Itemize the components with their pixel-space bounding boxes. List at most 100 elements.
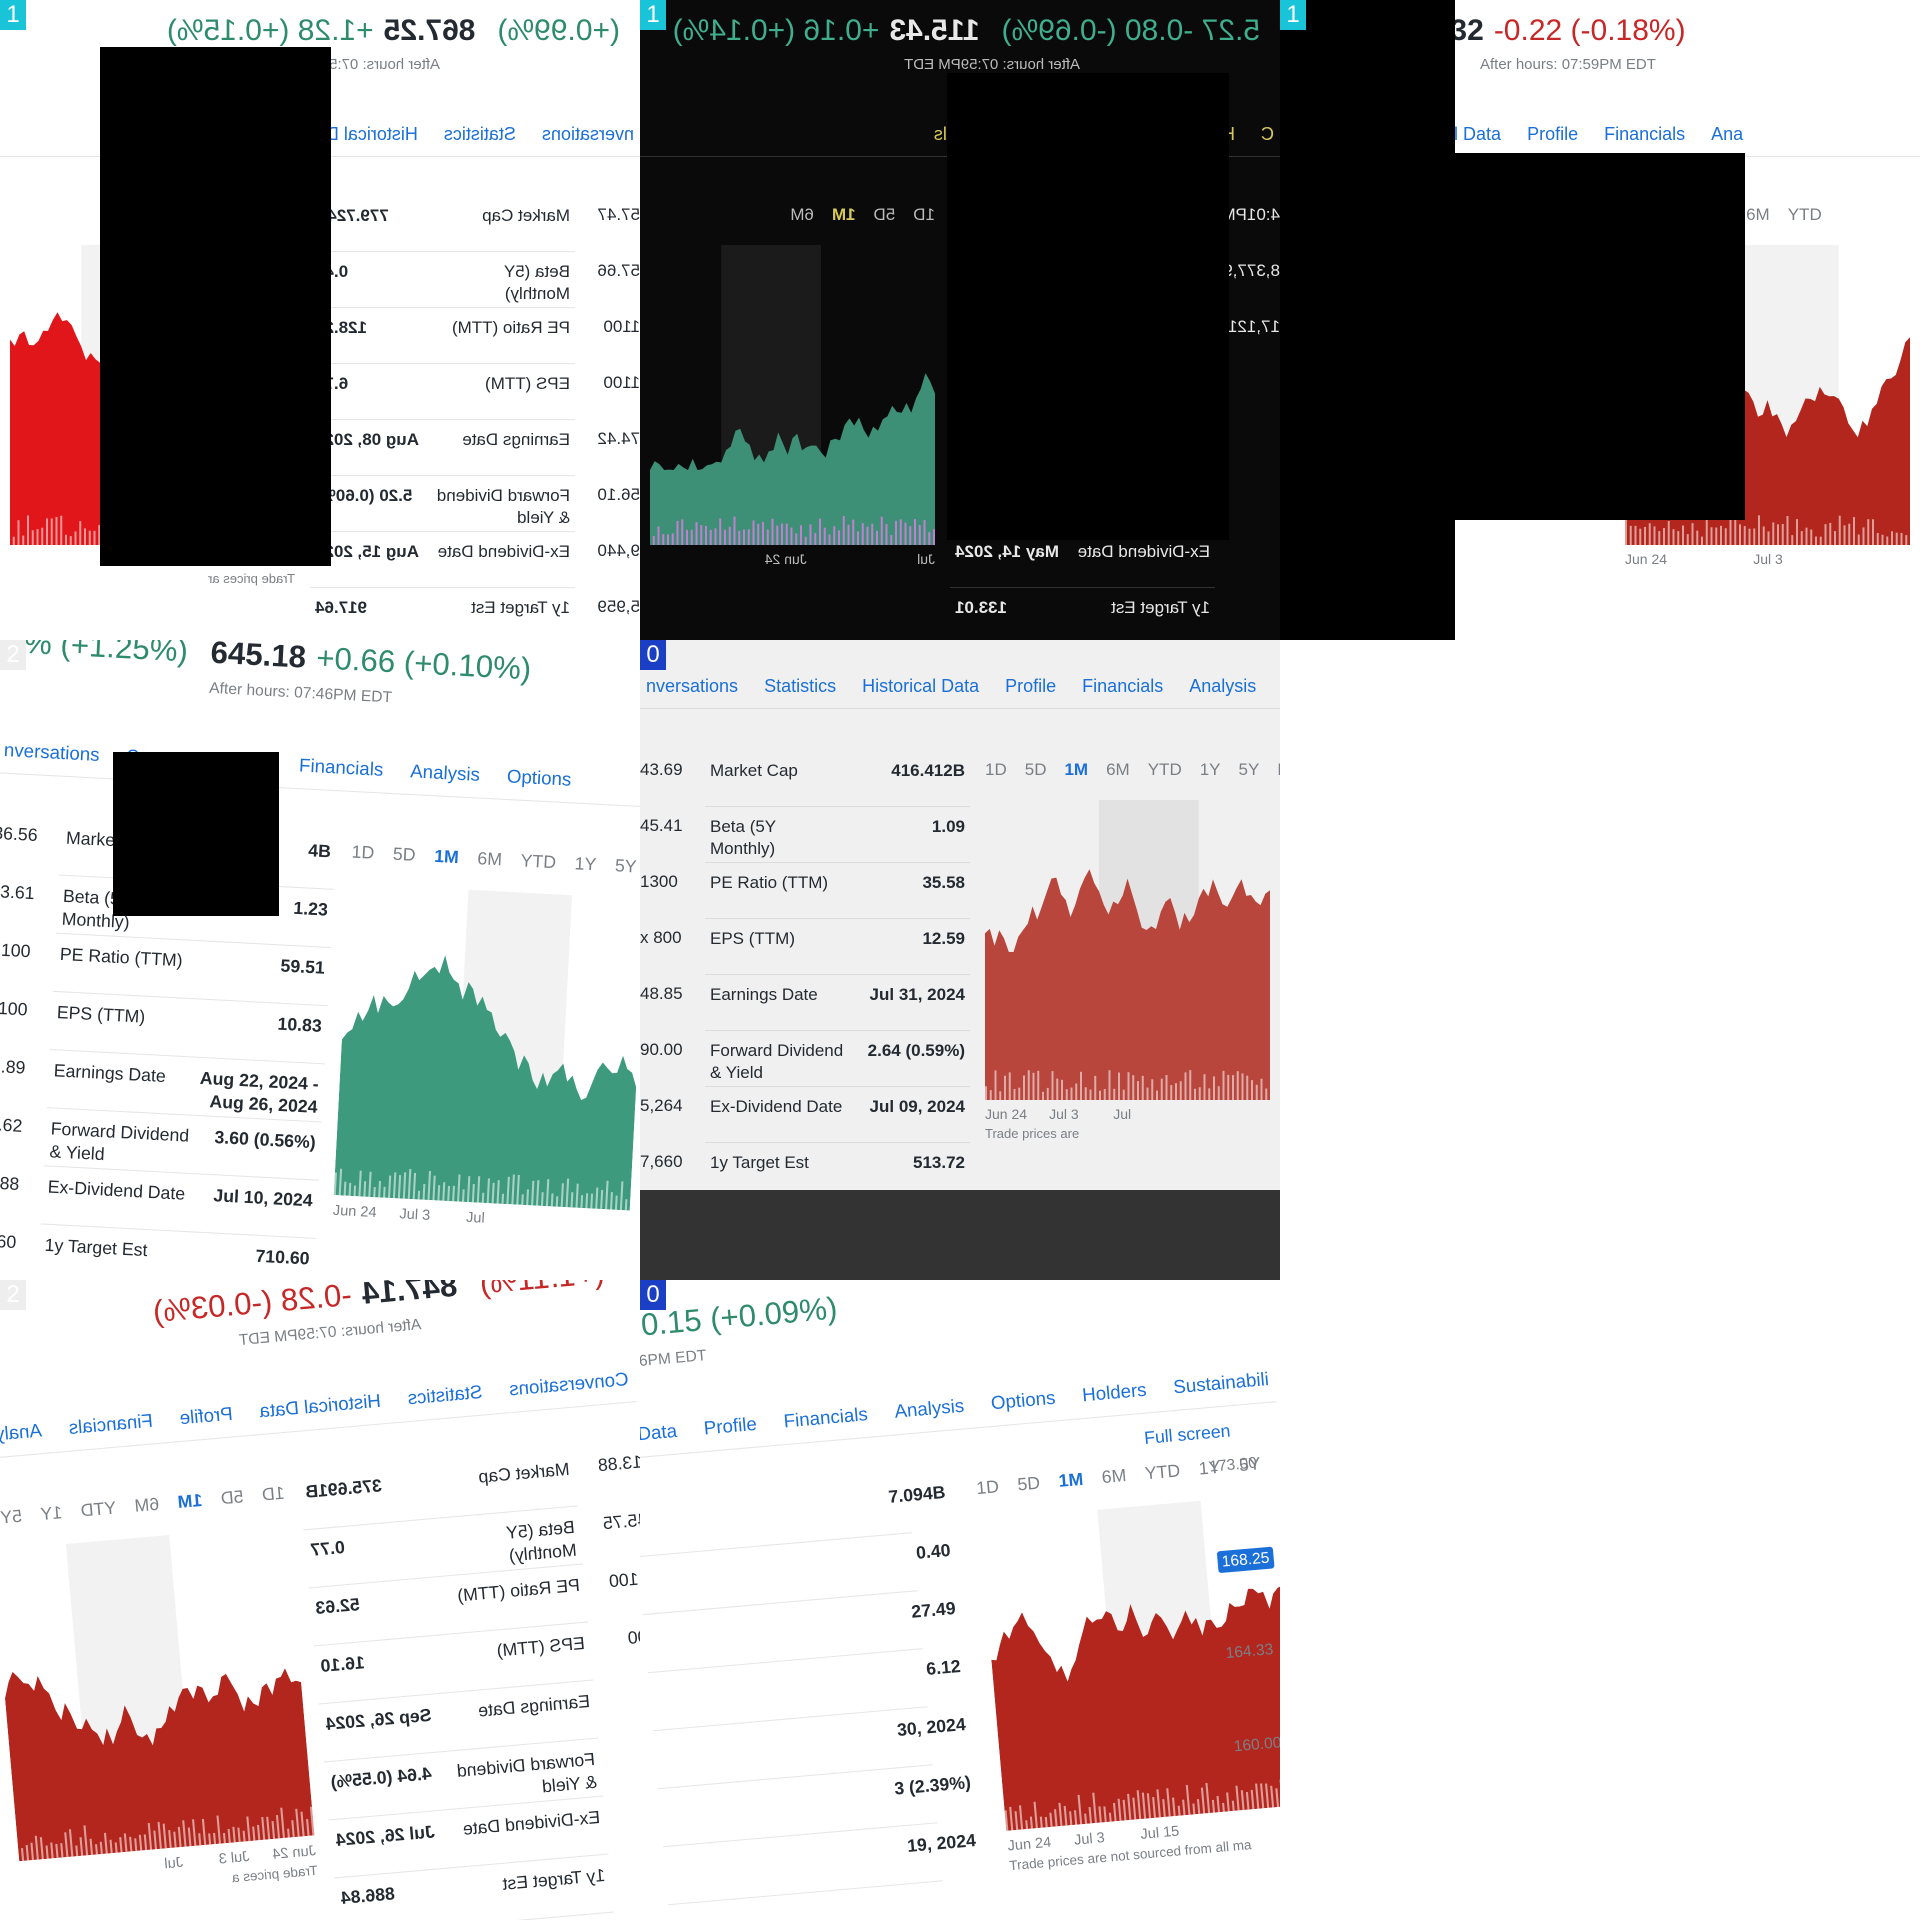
range-button[interactable]: YTD xyxy=(1144,1460,1182,1484)
tab[interactable]: Profile xyxy=(702,1413,758,1439)
range-button[interactable]: 1M xyxy=(831,205,856,224)
range-button[interactable]: 5Y xyxy=(1238,760,1260,779)
tab[interactable]: Financials xyxy=(67,1410,154,1439)
tab[interactable]: Ana xyxy=(1711,124,1744,144)
tab[interactable]: al Data xyxy=(640,1420,678,1446)
stat-label: Beta (5Y Monthly) xyxy=(710,817,776,858)
range-button[interactable]: 1D xyxy=(975,1476,1000,1499)
range-button[interactable]: 6M xyxy=(1746,205,1770,224)
volume-bar xyxy=(1629,525,1632,545)
tab[interactable]: nversations xyxy=(541,124,634,144)
tab[interactable]: Financials xyxy=(298,754,384,780)
volume-bar xyxy=(50,518,53,545)
range-button[interactable]: 6M xyxy=(1106,760,1130,779)
volume-bar xyxy=(64,1832,69,1862)
range-button[interactable]: YTD xyxy=(1147,760,1182,779)
range-button[interactable]: 1D xyxy=(913,205,935,224)
range-button[interactable]: YTD xyxy=(1787,205,1822,224)
range-button[interactable]: 6M xyxy=(476,848,503,870)
tab[interactable]: Statistics xyxy=(406,1381,484,1409)
volume-bar xyxy=(1834,531,1836,545)
tab[interactable]: Financials xyxy=(1604,124,1686,144)
tab[interactable]: C xyxy=(1261,124,1274,144)
range-button[interactable]: 1D xyxy=(985,760,1007,779)
divider xyxy=(640,708,1280,709)
tab[interactable]: nversations xyxy=(3,739,101,766)
tab[interactable]: Statistics xyxy=(764,676,837,696)
tab[interactable]: Holders xyxy=(1081,1379,1148,1406)
range-button[interactable]: 6M xyxy=(790,205,814,224)
range-button[interactable]: 5D xyxy=(392,844,417,866)
range-button[interactable]: YTD xyxy=(79,1497,117,1521)
previous-value: 1300 xyxy=(640,872,678,891)
volume-bar xyxy=(1810,529,1813,545)
tab[interactable]: Profile xyxy=(1005,676,1057,696)
range-button[interactable]: 5D xyxy=(219,1486,245,1509)
price-area xyxy=(333,955,637,1211)
range-button[interactable]: 1M xyxy=(176,1490,204,1513)
tab[interactable]: Financials xyxy=(782,1403,869,1432)
tab[interactable]: Statistics xyxy=(443,124,516,144)
row-divider xyxy=(705,918,970,919)
tab[interactable]: Options xyxy=(506,765,572,790)
range-button[interactable]: 5Y xyxy=(614,855,638,877)
range-button[interactable]: 1D xyxy=(351,841,375,863)
quote-header: 5.27 -0.80 (-0.69%) 115.43 +0.16 (+0.14%) xyxy=(673,14,1260,48)
range-button[interactable]: 1M xyxy=(1064,760,1089,779)
previous-value: 74.42 xyxy=(597,429,640,448)
range-button[interactable]: 1Y xyxy=(1199,760,1221,779)
range-button[interactable]: 1M xyxy=(433,846,460,868)
range-button[interactable]: Max xyxy=(1277,760,1280,780)
row-divider xyxy=(705,1142,970,1143)
tab[interactable]: Analysis xyxy=(893,1395,965,1422)
full-screen[interactable]: Full screen xyxy=(1143,1420,1232,1449)
range-button[interactable]: 1D xyxy=(261,1483,286,1505)
range-button[interactable]: 5Y xyxy=(0,1506,23,1528)
tab[interactable]: Analysis xyxy=(409,760,481,786)
volume-bar xyxy=(1696,530,1699,545)
volume-bar xyxy=(594,1187,599,1211)
range-button[interactable]: 5D xyxy=(1016,1473,1041,1495)
previous-value: 7,660 xyxy=(640,1152,683,1171)
price-area xyxy=(650,373,935,545)
previous-value: 1100 xyxy=(603,317,640,336)
tab[interactable]: Options xyxy=(990,1387,1057,1414)
tab[interactable]: Profile xyxy=(178,1403,234,1429)
volume-bar xyxy=(496,1180,500,1211)
volume-bar xyxy=(1042,1091,1044,1100)
range-button[interactable]: 1Y xyxy=(39,1502,63,1525)
volume-bar xyxy=(1160,1078,1163,1100)
range-button[interactable]: Max xyxy=(1278,1449,1280,1473)
range-button[interactable]: 1Y xyxy=(574,853,597,875)
range-button[interactable]: YTD xyxy=(520,850,557,873)
tab[interactable]: Profile xyxy=(1527,124,1579,144)
row-divider xyxy=(310,419,575,420)
tab[interactable]: nversations xyxy=(646,676,739,696)
tab[interactable]: Sustainabili xyxy=(1172,1368,1270,1398)
volume-bar xyxy=(1905,535,1908,545)
tab[interactable]: Conversations xyxy=(508,1368,630,1400)
stat-value: 7.094B xyxy=(887,1482,947,1507)
stat-value: 6.12 xyxy=(925,1656,962,1680)
volume-bar xyxy=(1127,1793,1132,1826)
range-button[interactable]: 1M xyxy=(1057,1469,1085,1492)
volume-bar xyxy=(1791,535,1794,545)
range-button[interactable]: 6M xyxy=(133,1494,160,1516)
previous-value: 9,440 xyxy=(597,541,640,560)
volume-bar xyxy=(216,1815,222,1847)
price: 115.43 xyxy=(889,14,980,47)
tab[interactable]: Historical Data xyxy=(862,676,980,696)
previous-value: 36.56 xyxy=(0,823,39,846)
tab[interactable]: Historical Data xyxy=(258,1390,382,1422)
tab[interactable]: Analysis xyxy=(1189,676,1257,696)
volume-bar xyxy=(98,525,101,545)
row-divider xyxy=(705,806,970,807)
tab[interactable]: Analysis xyxy=(0,1419,43,1447)
volume-bar xyxy=(1179,1081,1182,1100)
tab[interactable]: Financials xyxy=(1082,676,1164,696)
stat-label: Ex-Dividend Date xyxy=(437,542,570,561)
range-button[interactable]: 5D xyxy=(1024,760,1047,779)
range-button[interactable]: 5D xyxy=(873,205,896,224)
volume-bar xyxy=(1644,526,1646,545)
range-button[interactable]: 6M xyxy=(1100,1465,1128,1488)
